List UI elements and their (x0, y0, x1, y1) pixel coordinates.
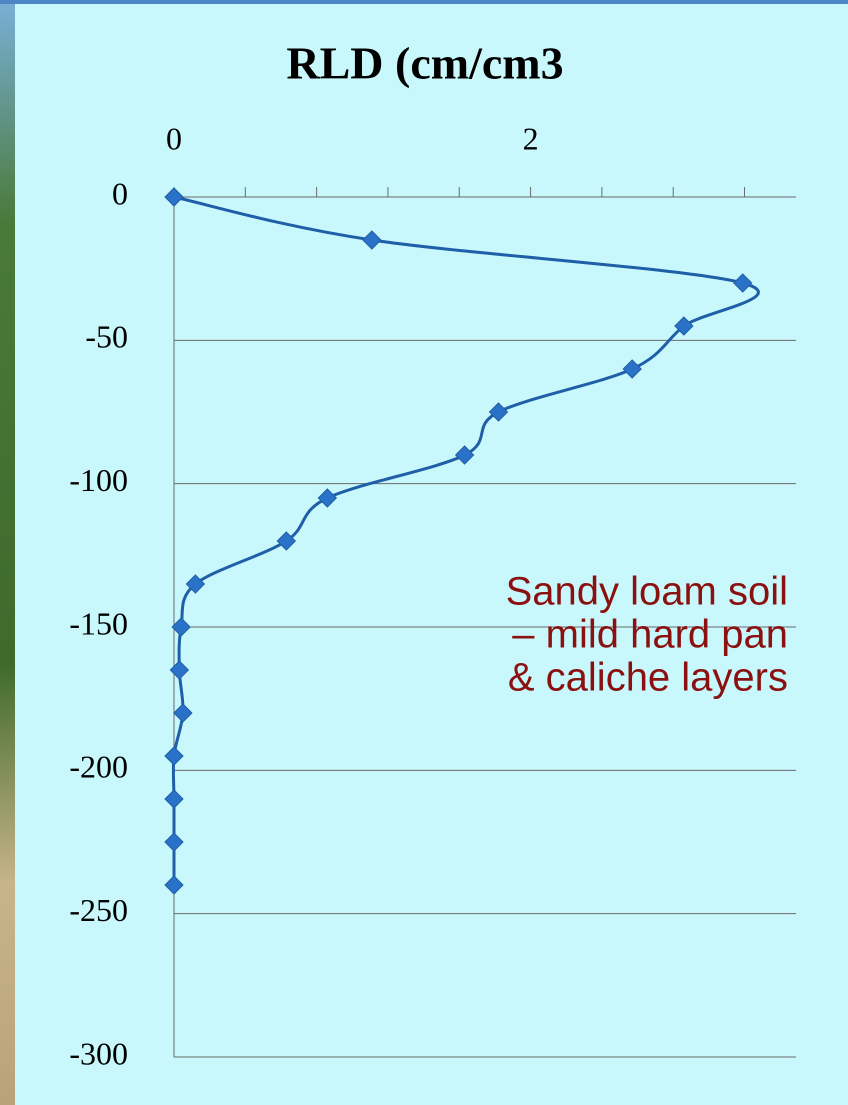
y-tick-label: -150 (69, 605, 128, 641)
y-tick-label: 0 (112, 175, 128, 211)
data-point (362, 230, 382, 250)
data-point (454, 445, 475, 465)
data-point (164, 832, 184, 852)
data-point (276, 531, 297, 551)
data-point (169, 660, 190, 680)
top-border (0, 0, 848, 4)
y-tick-label: -250 (69, 892, 128, 928)
data-point (733, 273, 753, 293)
annotation: & caliche layers (508, 656, 788, 700)
annotation: – mild hard pan (512, 613, 788, 657)
data-point (674, 316, 694, 336)
data-point (173, 703, 193, 723)
y-tick-label: -100 (69, 462, 128, 498)
series-line (171, 195, 760, 885)
data-point (171, 617, 191, 637)
data-point (317, 488, 338, 508)
chart-title: RLD (cm/cm3 (286, 38, 563, 89)
y-tick-label: -50 (85, 319, 128, 355)
data-point (164, 789, 184, 809)
data-point (488, 402, 509, 422)
data-point (164, 746, 184, 766)
data-point (164, 187, 184, 207)
data-point (185, 574, 206, 594)
x-tick-label: 0 (166, 120, 182, 156)
annotation: Sandy loam soil (506, 570, 788, 614)
data-point (164, 875, 184, 895)
data-point (622, 359, 642, 379)
plot-background (15, 4, 848, 1105)
y-tick-label: -300 (69, 1035, 128, 1071)
y-tick-label: -200 (69, 749, 128, 785)
x-tick-label: 2 (523, 120, 539, 156)
